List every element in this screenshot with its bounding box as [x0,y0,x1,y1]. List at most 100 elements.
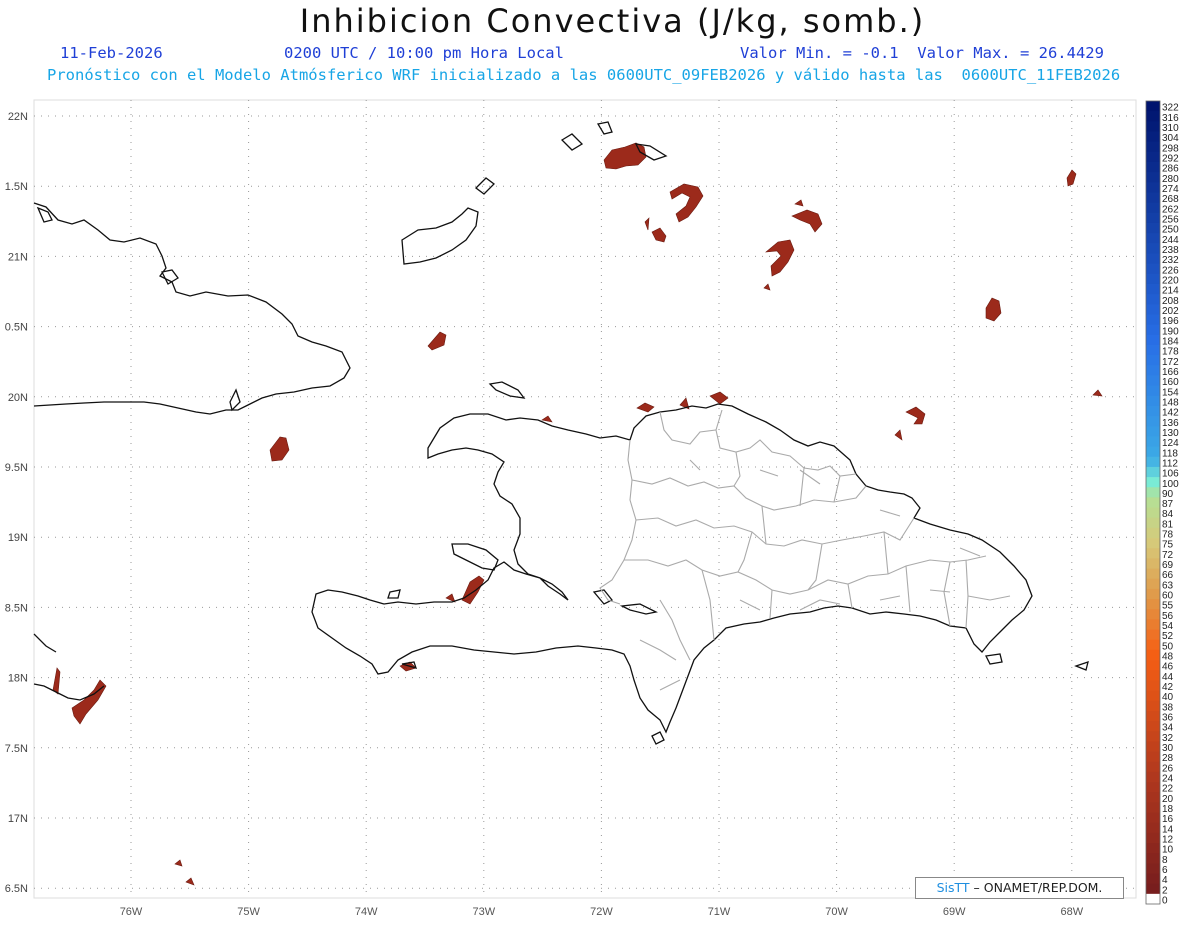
bahamas-island [560,133,584,151]
colorbar-swatch [1146,222,1160,234]
shade-area [636,402,655,413]
shade-area [791,209,823,233]
colorbar-swatch [1146,456,1160,468]
colorbar-label: 72 [1162,550,1174,561]
shade-area [461,575,485,605]
colorbar-swatch [1146,497,1160,508]
colorbar-swatch [1146,477,1160,488]
haiti-islet [401,661,418,669]
lon-label: 69W [943,906,966,918]
colorbar-label: 40 [1162,692,1174,703]
colorbar-swatch [1146,365,1160,376]
credit-text: – ONAMET/REP.DOM. [973,880,1103,895]
colorbar-label: 69 [1162,560,1174,571]
colorbar-label: 78 [1162,530,1174,541]
border-line [659,411,857,477]
colorbar-swatch [1146,507,1160,519]
colorbar-swatch [1146,751,1160,763]
colorbar-label: 66 [1162,570,1174,581]
colorbar-label: 18 [1162,804,1174,815]
colorbar-label: 184 [1162,336,1179,347]
colorbar-label: 6 [1162,865,1168,876]
colorbar-swatch [1146,151,1160,163]
enriquillo-lake [619,603,658,615]
colorbar-swatch [1146,294,1160,305]
colorbar-swatch [1146,629,1160,641]
bahamas-island [36,206,53,223]
colorbar-label: 44 [1162,672,1174,683]
gonave-island [387,589,401,599]
bahamas-island [985,653,1003,665]
cuba-islet [161,269,179,285]
bahamas-island [1074,661,1089,671]
coastlines [33,121,1089,745]
colorbar-label: 60 [1162,591,1174,602]
colorbar-swatch [1146,426,1160,437]
colorbar-label: 87 [1162,499,1174,510]
colorbar-label: 286 [1162,164,1179,175]
shade-area [644,217,650,231]
colorbar-swatch [1146,334,1160,346]
colorbar-label: 172 [1162,357,1179,368]
model-subtitle: Pronóstico con el Modelo Atmósferico WRF… [47,66,1121,84]
shade-area [603,142,647,170]
border-line [631,477,867,511]
lat-label: 19N [8,532,28,544]
colorbar-swatch [1146,853,1160,864]
shade-area [445,593,456,603]
colorbar-label: 0 [1162,896,1168,907]
colorbar-swatch [1146,324,1160,336]
map-title: Inhibicion Convectiva (J/kg, somb.) [299,2,926,40]
credit-box: SisTT – ONAMET/REP.DOM. [915,877,1124,899]
colorbar-label: 22 [1162,784,1174,795]
colorbar-label: 220 [1162,275,1179,286]
hispaniola-coast [311,403,1033,734]
shade-area [905,406,926,425]
tortuga-island [451,543,499,571]
lon-label: 70W [825,906,848,918]
lat-label: 6.5N [5,883,28,895]
colorbar-swatch [1146,243,1160,254]
border-line [635,517,915,547]
colorbar-label: 26 [1162,763,1174,774]
colorbar-label: 316 [1162,113,1179,124]
colorbar-label: 30 [1162,743,1174,754]
colorbar-label: 178 [1162,347,1179,358]
colorbar-swatch [1146,263,1160,275]
colorbar-label: 14 [1162,824,1174,835]
colorbar-label: 48 [1162,652,1174,663]
colorbar-label: 2 [1162,885,1168,896]
colorbar-label: 100 [1162,479,1179,490]
lat-label: 22N [8,111,28,123]
colorbar-swatch [1146,416,1160,427]
shade-area [269,436,290,462]
shade-area [651,227,667,243]
colorbar-swatch [1146,771,1160,783]
cuba-coast [33,202,351,415]
colorbar-label: 124 [1162,438,1179,449]
map-frame [33,99,1137,899]
colorbar-label: 292 [1162,153,1179,164]
colorbar-swatch [1146,344,1160,356]
colorbar-swatch [1146,212,1160,224]
colorbar-label: 50 [1162,641,1174,652]
colorbar-swatch [1146,436,1160,447]
colorbar-label: 238 [1162,245,1179,256]
colorbar-swatch [1146,670,1160,681]
colorbar-swatch [1146,761,1160,773]
colorbar-swatch [1146,680,1160,691]
lon-label: 76W [120,906,143,918]
lat-label: 21N [8,251,28,263]
colorbar-swatch [1146,273,1160,285]
colorbar-swatch [1146,304,1160,315]
shade-area [174,859,183,867]
colorbar-swatch [1146,700,1160,712]
colorbar-swatch [1146,731,1160,742]
colorbar-label: 256 [1162,214,1179,225]
colorbar-label: 166 [1162,367,1179,378]
colorbar-swatch [1146,517,1160,529]
colorbar-label: 298 [1162,143,1179,154]
colorbar-swatch [1146,660,1160,671]
lat-label: 1.5N [5,181,28,193]
lon-label: 71W [708,906,731,918]
